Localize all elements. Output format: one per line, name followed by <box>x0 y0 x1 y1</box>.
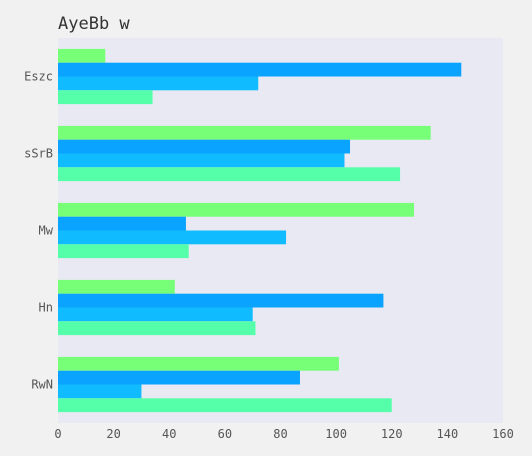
category-label: Mw <box>39 224 54 238</box>
chart-title: AyeBb w <box>58 14 130 34</box>
bar-Eszc-series-2 <box>58 62 462 77</box>
bar-RwN-series-3 <box>58 384 142 399</box>
bar-Hn-series-1 <box>58 279 175 294</box>
category-labels: Eszc sSrB Mw Hn RwN <box>24 70 54 392</box>
bar-RwN-series-2 <box>58 370 300 385</box>
bar-RwN-series-4 <box>58 398 392 413</box>
bar-Mw-series-4 <box>58 244 189 259</box>
x-tick-label: 60 <box>218 427 232 441</box>
bar-Hn-series-2 <box>58 293 384 308</box>
bar-sSrB-series-1 <box>58 125 431 140</box>
x-tick-label: 20 <box>106 427 120 441</box>
bar-Mw-series-3 <box>58 230 287 245</box>
category-label: sSrB <box>24 147 53 161</box>
category-label: RwN <box>31 378 53 392</box>
bar-Mw-series-2 <box>58 216 186 231</box>
bar-Hn-series-4 <box>58 321 256 336</box>
bars-group <box>58 48 462 413</box>
x-tick-label: 160 <box>492 427 514 441</box>
bar-Mw-series-1 <box>58 202 414 217</box>
bar-sSrB-series-2 <box>58 139 351 154</box>
category-label: Hn <box>39 301 53 315</box>
bar-sSrB-series-3 <box>58 153 345 168</box>
x-tick-label: 120 <box>381 427 403 441</box>
bar-Eszc-series-1 <box>58 48 106 63</box>
bar-Eszc-series-4 <box>58 90 153 105</box>
bar-RwN-series-1 <box>58 356 339 371</box>
bar-Eszc-series-3 <box>58 76 259 91</box>
category-label: Eszc <box>24 70 53 84</box>
x-tick-label: 80 <box>273 427 287 441</box>
x-tick-label: 0 <box>54 427 61 441</box>
x-tick-label: 40 <box>162 427 176 441</box>
x-tick-label: 140 <box>437 427 459 441</box>
x-axis-ticks: 0 20 40 60 80 100 120 140 160 <box>54 427 513 441</box>
x-tick-label: 100 <box>325 427 347 441</box>
bar-sSrB-series-4 <box>58 167 401 182</box>
bar-Hn-series-3 <box>58 307 253 322</box>
